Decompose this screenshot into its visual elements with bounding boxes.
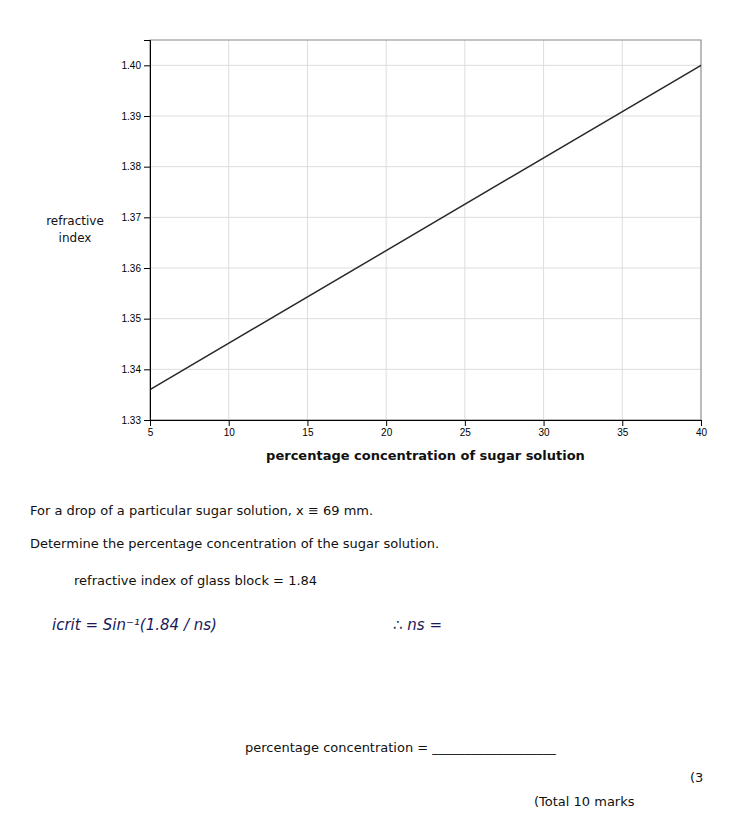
y-tick: 1.36 <box>122 263 150 274</box>
y-tick: 1.38 <box>122 161 150 172</box>
x-tick: 35 <box>617 420 629 438</box>
y-tick-label: 1.36 <box>122 263 142 274</box>
grid-line-y <box>150 166 701 167</box>
y-tick-label: 1.33 <box>122 415 142 426</box>
x-tick-mark <box>465 420 466 426</box>
grid-line-x <box>543 40 544 420</box>
y-tick-mark <box>144 319 150 320</box>
y-tick-mark <box>144 65 150 66</box>
y-tick-mark <box>144 167 150 168</box>
annotation: (Total 10 marks <box>534 794 635 809</box>
x-tick-label: 25 <box>460 427 472 438</box>
y-tick-label: 1.39 <box>122 111 142 122</box>
y-axis-line <box>144 41 151 421</box>
x-tick-label: 15 <box>302 427 314 438</box>
x-tick: 25 <box>460 420 472 438</box>
y-tick: 1.39 <box>122 111 150 122</box>
x-tick-label: 10 <box>224 427 236 438</box>
y-tick-mark <box>144 116 150 117</box>
grid-line-x <box>622 40 623 420</box>
x-tick: 15 <box>302 420 314 438</box>
y-tick-label: 1.34 <box>122 364 142 375</box>
y-tick: 1.33 <box>122 415 150 426</box>
x-tick-mark <box>622 420 623 426</box>
x-axis-line <box>151 421 702 427</box>
annotation: (3 <box>690 770 703 785</box>
y-tick-mark <box>144 268 150 269</box>
annotation: icrit = Sin⁻¹(1.84 / ns) <box>52 616 217 634</box>
x-tick: 30 <box>539 420 551 438</box>
x-axis: 5 10 15 20 25 30 35 40 <box>148 420 708 438</box>
x-tick: 10 <box>224 420 236 438</box>
y-axis: 1.33 1.34 1.35 1.36 1.37 1.38 1.39 1.40 <box>122 41 151 426</box>
grid-line-x <box>307 40 308 420</box>
y-tick-label: 1.37 <box>122 212 142 223</box>
y-tick: 1.37 <box>122 212 150 223</box>
annotation: percentage concentration = _____________… <box>245 740 556 755</box>
x-axis-title: percentage concentration of sugar soluti… <box>266 448 585 463</box>
y-tick: 1.35 <box>122 313 150 324</box>
y-axis-title: refractive <box>46 214 104 228</box>
annotation: For a drop of a particular sugar solutio… <box>30 503 373 518</box>
y-tick-mark <box>144 217 150 218</box>
grid-line-y <box>150 217 701 218</box>
x-tick-mark <box>307 420 308 426</box>
y-tick-label: 1.40 <box>122 60 142 71</box>
grid-line-y <box>150 65 701 66</box>
x-tick-label: 40 <box>696 427 708 438</box>
plot: 5101520253035401.331.341.351.361.371.381… <box>122 40 708 463</box>
grid-line-x <box>386 40 387 420</box>
y-tick-mark <box>144 369 150 370</box>
x-tick: 20 <box>381 420 393 438</box>
grid <box>150 40 701 420</box>
x-tick-label: 30 <box>539 427 551 438</box>
annotation: refractive index of glass block = 1.84 <box>74 573 317 588</box>
x-tick-mark <box>701 420 702 426</box>
plot-frame <box>150 40 701 420</box>
y-tick-label: 1.38 <box>122 161 142 172</box>
x-tick-mark <box>386 420 387 426</box>
grid-line-y <box>150 268 701 269</box>
x-tick: 40 <box>696 420 708 438</box>
grid-line-y <box>150 318 701 319</box>
grid-line-y <box>150 369 701 370</box>
annotation: ∴ ns = <box>393 616 442 634</box>
y-axis-title: index <box>59 231 92 245</box>
y-tick-label: 1.35 <box>122 313 142 324</box>
y-tick-mark <box>144 420 150 421</box>
x-tick-mark <box>229 420 230 426</box>
grid-line-x <box>464 40 465 420</box>
y-tick: 1.34 <box>122 364 150 375</box>
x-tick-label: 20 <box>381 427 393 438</box>
grid-line-y <box>150 116 701 117</box>
x-tick-label: 35 <box>617 427 629 438</box>
y-tick: 1.40 <box>122 60 150 71</box>
data-line <box>150 65 701 389</box>
x-tick: 5 <box>148 420 154 438</box>
grid-line-x <box>228 40 229 420</box>
annotation: Determine the percentage concentration o… <box>30 536 439 551</box>
x-tick-label: 5 <box>148 427 154 438</box>
x-tick-mark <box>544 420 545 426</box>
page: 5101520253035401.331.341.351.361.371.381… <box>0 0 741 817</box>
data-layer <box>150 65 701 389</box>
